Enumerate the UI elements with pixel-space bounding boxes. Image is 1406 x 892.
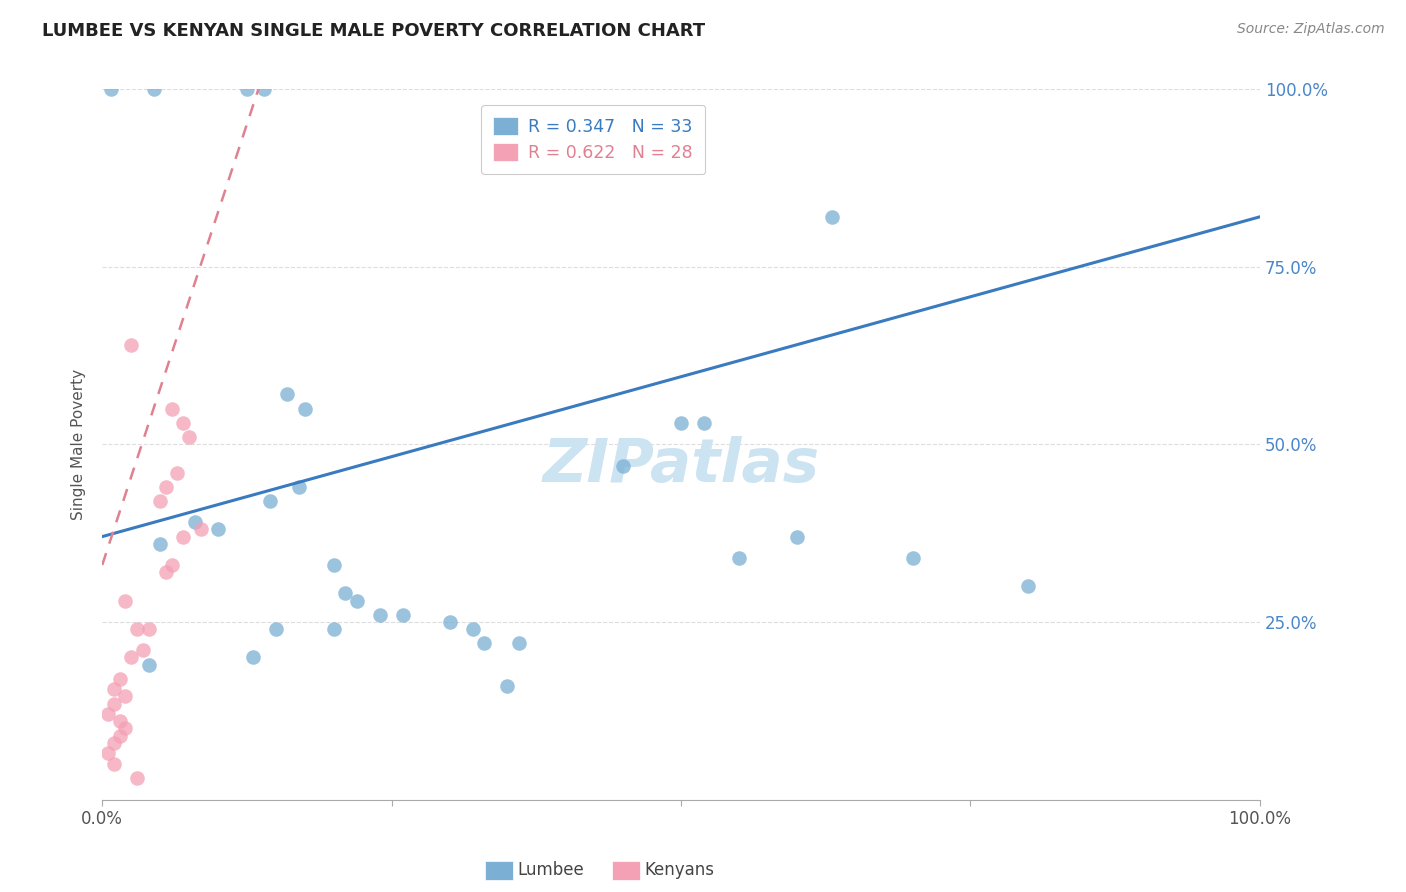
Point bbox=[155, 565, 177, 579]
Text: Lumbee: Lumbee bbox=[517, 861, 583, 879]
Point bbox=[155, 480, 177, 494]
Point bbox=[120, 337, 142, 351]
Point bbox=[901, 550, 924, 565]
Point bbox=[184, 516, 207, 530]
Point bbox=[439, 615, 461, 629]
Point bbox=[103, 697, 125, 711]
Point bbox=[143, 82, 166, 96]
Point bbox=[786, 530, 808, 544]
Point bbox=[322, 622, 344, 636]
Point bbox=[728, 550, 751, 565]
Point bbox=[693, 416, 716, 430]
Point bbox=[346, 593, 368, 607]
Point bbox=[322, 558, 344, 572]
Point bbox=[132, 643, 155, 657]
Point bbox=[138, 657, 160, 672]
Point bbox=[172, 530, 194, 544]
Point bbox=[103, 682, 125, 697]
Point bbox=[125, 622, 148, 636]
Point bbox=[242, 650, 264, 665]
Text: Source: ZipAtlas.com: Source: ZipAtlas.com bbox=[1237, 22, 1385, 37]
Point bbox=[392, 607, 415, 622]
Point bbox=[461, 622, 484, 636]
Point bbox=[108, 672, 131, 686]
Point bbox=[669, 416, 692, 430]
Point bbox=[207, 523, 229, 537]
Point bbox=[114, 593, 136, 607]
Text: Kenyans: Kenyans bbox=[644, 861, 714, 879]
Point bbox=[172, 416, 194, 430]
Point bbox=[253, 82, 276, 96]
Point bbox=[1017, 579, 1039, 593]
Point bbox=[108, 729, 131, 743]
Point bbox=[125, 771, 148, 785]
Point bbox=[108, 714, 131, 729]
Point bbox=[190, 523, 212, 537]
Y-axis label: Single Male Poverty: Single Male Poverty bbox=[72, 368, 86, 520]
Point bbox=[166, 466, 188, 480]
Point bbox=[820, 210, 842, 224]
Point bbox=[335, 586, 357, 600]
Point bbox=[294, 401, 316, 416]
Legend: R = 0.347   N = 33, R = 0.622   N = 28: R = 0.347 N = 33, R = 0.622 N = 28 bbox=[481, 104, 704, 174]
Point bbox=[114, 690, 136, 704]
Point bbox=[496, 679, 519, 693]
Point bbox=[97, 747, 120, 761]
Point bbox=[236, 82, 259, 96]
Point bbox=[368, 607, 391, 622]
Point bbox=[120, 650, 142, 665]
Text: LUMBEE VS KENYAN SINGLE MALE POVERTY CORRELATION CHART: LUMBEE VS KENYAN SINGLE MALE POVERTY COR… bbox=[42, 22, 706, 40]
Text: ZIPatlas: ZIPatlas bbox=[543, 436, 820, 495]
Point bbox=[149, 494, 172, 508]
Point bbox=[508, 636, 530, 650]
Point bbox=[612, 458, 634, 473]
Point bbox=[149, 537, 172, 551]
Point bbox=[177, 430, 200, 444]
Point bbox=[264, 622, 287, 636]
Point bbox=[138, 622, 160, 636]
Point bbox=[97, 707, 120, 722]
Point bbox=[288, 480, 311, 494]
Point bbox=[276, 387, 298, 401]
Point bbox=[103, 736, 125, 750]
Point bbox=[472, 636, 495, 650]
Point bbox=[160, 558, 183, 572]
Point bbox=[114, 722, 136, 736]
Point bbox=[160, 401, 183, 416]
Point bbox=[100, 82, 122, 96]
Point bbox=[103, 756, 125, 771]
Point bbox=[259, 494, 281, 508]
